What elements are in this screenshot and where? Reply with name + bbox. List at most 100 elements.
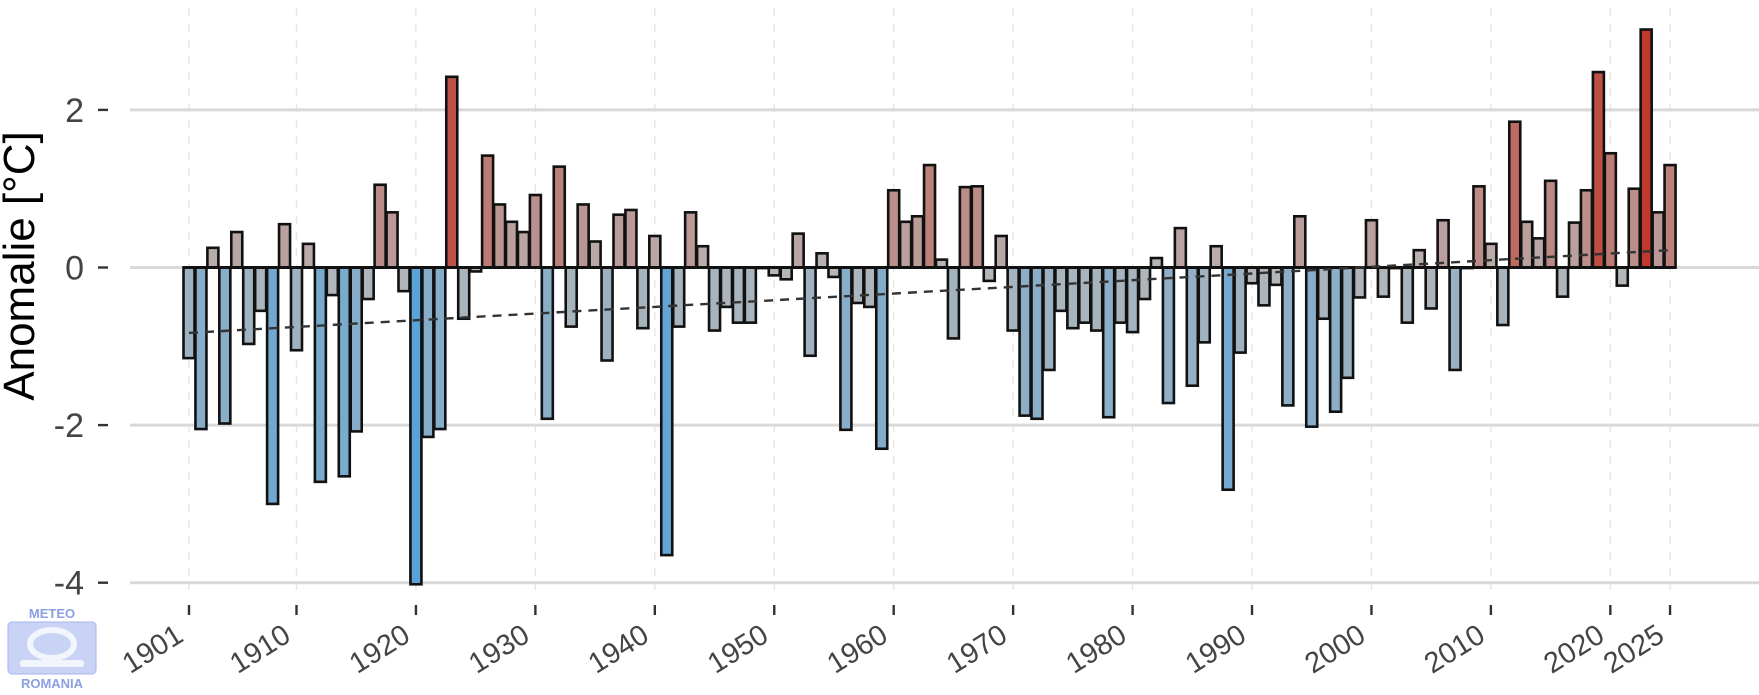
bar-1969 (994, 234, 1008, 269)
bar-1918 (385, 211, 399, 269)
x-tick-label: 1910 (225, 619, 297, 680)
bar-1961 (898, 220, 913, 269)
bar-1910 (289, 266, 304, 352)
bar-1935 (588, 240, 602, 269)
x-tick-label: 1950 (702, 619, 774, 680)
bar-1903 (206, 246, 220, 269)
bar-2025 (1663, 163, 1677, 269)
x-tick-label: 2010 (1419, 619, 1491, 680)
bar-1904 (218, 266, 232, 425)
bar-1911 (301, 242, 316, 269)
bar-1917 (373, 183, 387, 269)
bar-1915 (349, 266, 364, 433)
bar-1941 (659, 266, 674, 557)
bar-1956 (839, 266, 853, 432)
x-tick-label: 2025 (1598, 619, 1670, 680)
bar-1926 (480, 154, 495, 269)
bar-1975 (1066, 266, 1080, 330)
bar-1958 (863, 266, 877, 309)
bar-1942 (671, 266, 686, 328)
y-axis-title: Anomalie [°C] (0, 131, 44, 400)
bar-1980 (1125, 266, 1140, 334)
bar-2011 (1496, 266, 1510, 327)
logo-bottom-text: ROMANIA (21, 676, 84, 691)
bar-1928 (504, 220, 519, 269)
x-tick-label: 1901 (117, 619, 189, 680)
bar-1912 (313, 266, 328, 484)
bar-1970 (1006, 266, 1020, 332)
bar-1906 (241, 266, 256, 346)
x-tick-label: 1970 (941, 619, 1013, 680)
bar-2005 (1424, 266, 1438, 310)
bar-1977 (1089, 266, 1104, 332)
bar-1931 (540, 266, 555, 421)
x-tick-label: 1930 (463, 619, 535, 680)
bar-1967 (970, 185, 985, 269)
bar-1924 (456, 266, 471, 321)
bar-1927 (492, 203, 507, 269)
bar-1994 (1292, 214, 1307, 269)
bar-1905 (229, 230, 244, 269)
bar-1939 (636, 266, 650, 330)
bar-1943 (683, 211, 698, 269)
bar-2017 (1567, 221, 1582, 269)
bar-1948 (743, 266, 758, 324)
bar-1992 (1269, 266, 1283, 287)
bar-1993 (1281, 266, 1295, 407)
bar-1916 (361, 266, 375, 301)
bar-1919 (397, 266, 411, 293)
bar-2023 (1639, 28, 1653, 269)
bar-1953 (803, 266, 817, 358)
bar-1983 (1161, 266, 1176, 405)
logo-top-text: METEO (29, 606, 75, 621)
x-tick-label: 2000 (1299, 619, 1371, 680)
bar-2012 (1507, 120, 1522, 269)
bar-1976 (1078, 266, 1092, 324)
bar-1902 (194, 266, 208, 431)
y-tick-label: 2 (65, 92, 84, 130)
bar-1930 (528, 193, 543, 269)
bar-1999 (1352, 266, 1367, 299)
bar-1972 (1030, 266, 1044, 421)
bar-1938 (624, 208, 638, 269)
bar-1952 (791, 232, 805, 269)
bar-1951 (779, 266, 794, 281)
bar-2021 (1615, 266, 1630, 287)
bar-2007 (1448, 266, 1462, 372)
y-tick-label: -2 (54, 407, 84, 445)
bar-1997 (1328, 266, 1343, 414)
bar-2003 (1400, 266, 1415, 324)
bar-2001 (1376, 266, 1391, 298)
bar-2000 (1364, 218, 1379, 269)
bar-1913 (325, 266, 340, 297)
bar-1996 (1316, 266, 1331, 321)
bar-2019 (1591, 70, 1606, 269)
bar-1909 (277, 222, 292, 269)
bar-1988 (1221, 266, 1235, 492)
bar-1922 (433, 266, 447, 431)
bar-2010 (1484, 242, 1498, 269)
bar-1936 (600, 266, 614, 362)
bar-2015 (1543, 179, 1558, 269)
bar-1978 (1101, 266, 1116, 419)
bar-1973 (1042, 266, 1056, 372)
bar-2014 (1531, 237, 1546, 269)
y-tick-label: 0 (65, 250, 84, 288)
bar-1986 (1197, 266, 1212, 344)
bar-1954 (815, 252, 829, 269)
bar-1947 (731, 266, 746, 324)
bar-1929 (516, 230, 531, 269)
bar-1974 (1054, 266, 1068, 313)
x-tick-label: 1920 (344, 619, 416, 680)
bar-2022 (1627, 187, 1642, 269)
logo-base-icon (20, 660, 84, 667)
bar-1990 (1245, 266, 1259, 285)
trend-line (188, 248, 1671, 335)
x-tick-label: 1980 (1061, 619, 1133, 680)
bar-1985 (1185, 266, 1200, 387)
meteo-romania-logo: METEO ROMANIA (7, 606, 97, 691)
bar-1989 (1233, 266, 1247, 354)
bar-1962 (910, 214, 925, 269)
bar-1908 (265, 266, 280, 506)
